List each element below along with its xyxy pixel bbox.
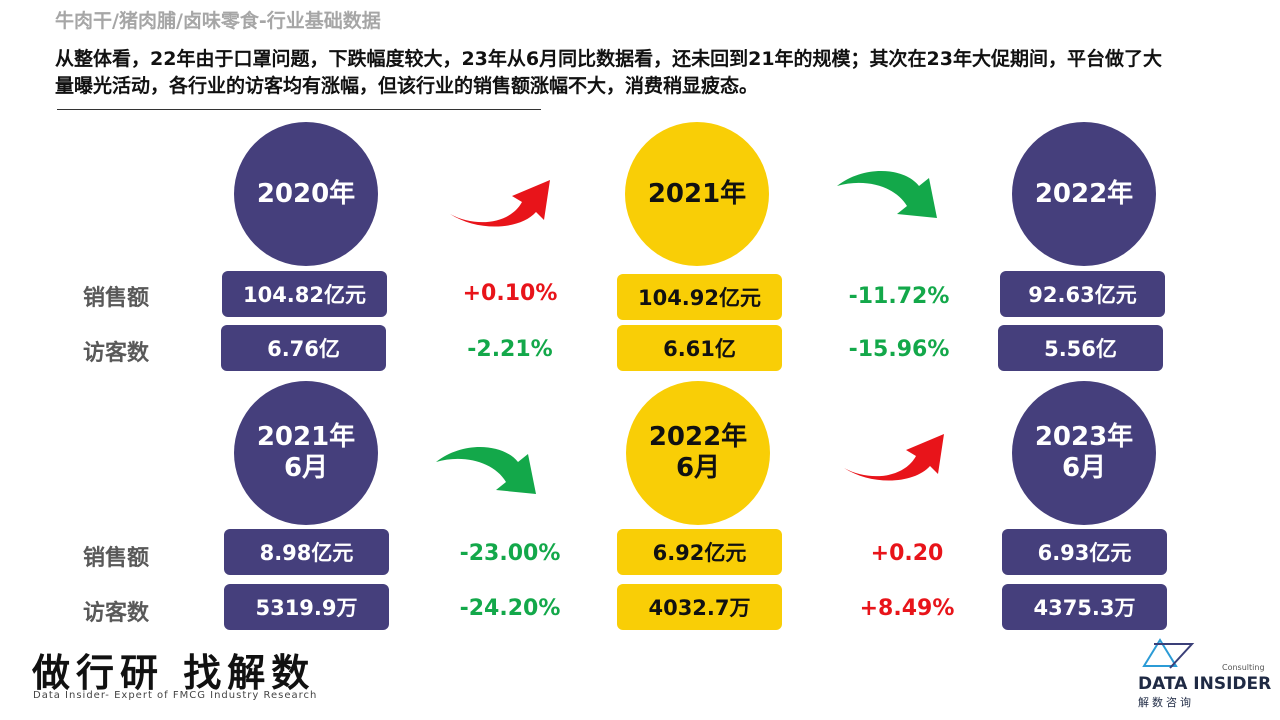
period-label: 2021年 (647, 178, 747, 209)
sales-box-2021-june: 8.98亿元 (224, 529, 389, 575)
visitors-box-2020: 6.76亿 (221, 325, 386, 371)
change-visitors-2021-2022-june: -24.20% (459, 596, 561, 621)
red-up-arrow-icon (844, 434, 944, 481)
footer-slogan-en: Data Insider- Expert of FMCG Industry Re… (33, 690, 318, 701)
page-title: 牛肉干/猪肉脯/卤味零食-行业基础数据 (55, 10, 381, 32)
period-circle-2021: 2021年 (625, 122, 769, 266)
visitors-box-2023-june: 4375.3万 (1002, 584, 1167, 630)
visitors-box-2021-june: 5319.9万 (224, 584, 389, 630)
period-circle-2020: 2020年 (234, 122, 378, 266)
period-circle-2023-june: 2023年 6月 (1012, 381, 1156, 525)
logo-consulting-text: Consulting (1222, 663, 1265, 672)
change-sales-2022-2023-june: +0.20 (870, 541, 944, 566)
period-circle-2022: 2022年 (1012, 122, 1156, 266)
logo-cn-text: 解数咨询 (1138, 696, 1194, 709)
visitors-box-2022: 5.56亿 (998, 325, 1163, 371)
period-label: 2023年 6月 (1034, 422, 1134, 483)
divider (57, 109, 541, 110)
summary-text: 从整体看，22年由于口罩问题，下跌幅度较大，23年从6月同比数据看，还未回到21… (55, 48, 1162, 97)
logo-name-text: DATA INSIDER (1138, 674, 1272, 694)
change-visitors-2021-2022: -15.96% (848, 337, 950, 362)
red-up-arrow-icon (450, 180, 550, 227)
row-label-visitors: 访客数 (83, 601, 150, 626)
period-circle-2021-june: 2021年 6月 (234, 381, 378, 525)
change-sales-2021-2022: -11.72% (848, 284, 950, 309)
change-visitors-2020-2021: -2.21% (467, 337, 553, 362)
row-label-sales: 销售额 (83, 286, 150, 311)
visitors-box-2021: 6.61亿 (617, 325, 782, 371)
period-label: 2022年 (1034, 178, 1134, 209)
sales-box-2022-june: 6.92亿元 (617, 529, 782, 575)
green-down-arrow-icon (837, 170, 937, 218)
sales-box-2023-june: 6.93亿元 (1002, 529, 1167, 575)
change-sales-2021-2022-june: -23.00% (459, 541, 561, 566)
data-insider-logo: Consulting DATA INSIDER 解数咨询 (1136, 636, 1271, 712)
change-visitors-2022-2023-june: +8.49% (859, 596, 955, 621)
period-label: 2020年 (256, 178, 356, 209)
sales-box-2020: 104.82亿元 (222, 271, 387, 317)
period-label: 2021年 6月 (256, 422, 356, 483)
logo-mark-icon (1142, 638, 1195, 669)
green-down-arrow-icon (436, 446, 536, 494)
footer-slogan: 做行研 找解数 (32, 650, 316, 695)
visitors-box-2022-june: 4032.7万 (617, 584, 782, 630)
period-label: 2022年 6月 (648, 422, 748, 483)
row-label-visitors: 访客数 (83, 341, 150, 366)
sales-box-2021: 104.92亿元 (617, 274, 782, 320)
sales-box-2022: 92.63亿元 (1000, 271, 1165, 317)
period-circle-2022-june: 2022年 6月 (626, 381, 770, 525)
row-label-sales: 销售额 (83, 546, 150, 571)
change-sales-2020-2021: +0.10% (462, 281, 558, 306)
